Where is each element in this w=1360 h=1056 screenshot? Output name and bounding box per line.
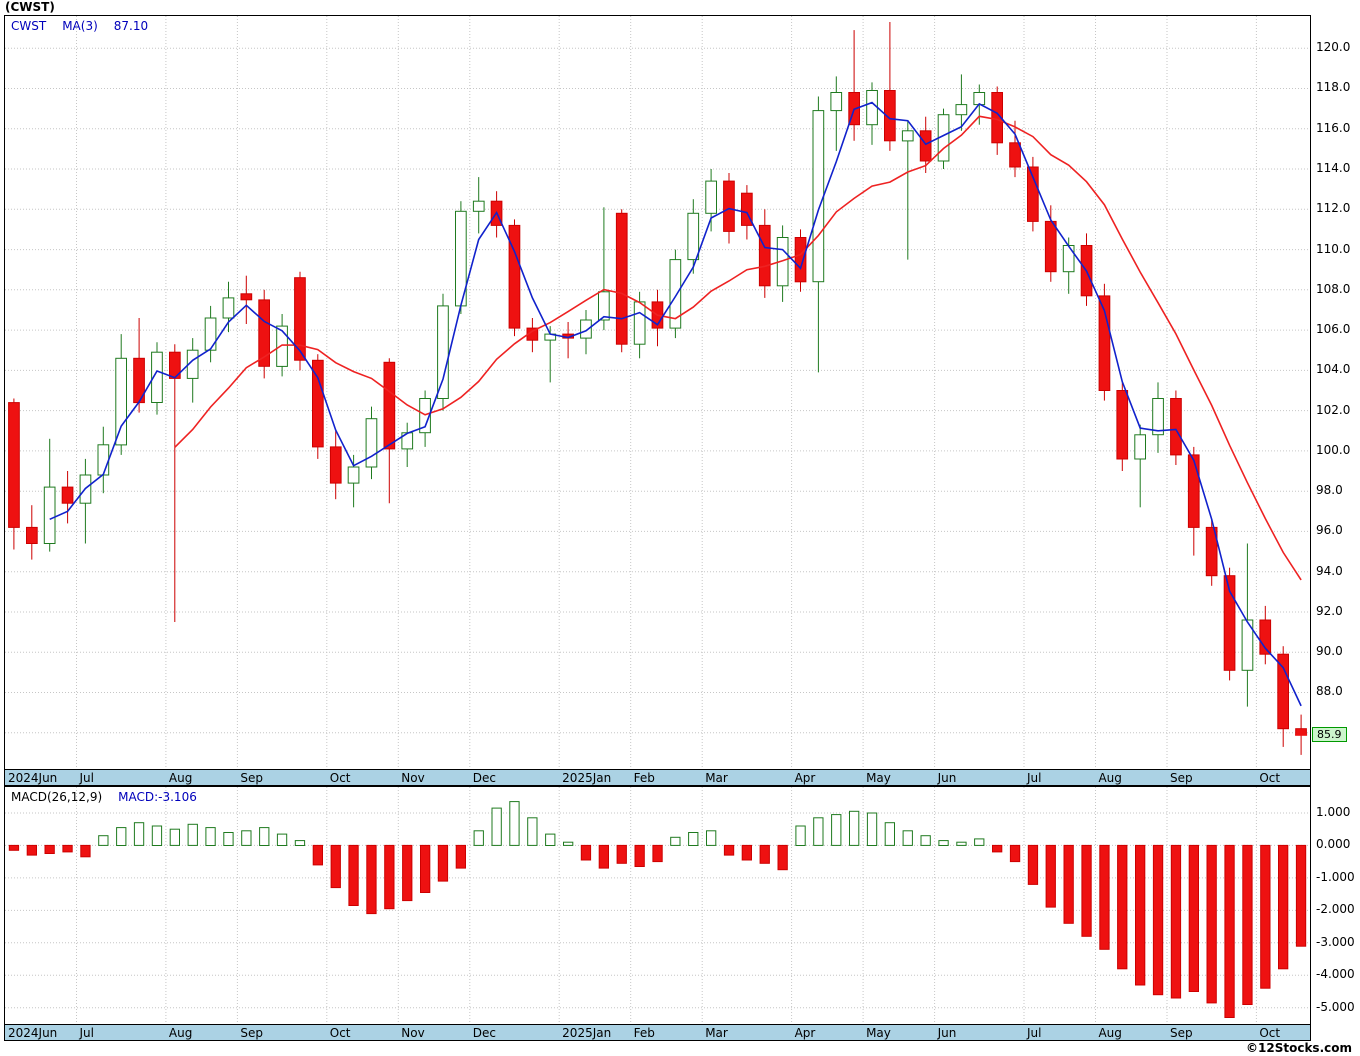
- month-label: Mar: [705, 1026, 728, 1040]
- page-title: (CWST): [5, 0, 55, 14]
- price-tick-label: 112.0: [1316, 201, 1351, 216]
- month-label: Aug: [1098, 771, 1122, 785]
- month-label: Sep: [1169, 771, 1193, 785]
- macd-tick-label: -3.000: [1316, 934, 1355, 949]
- price-panel: CWST MA(3) 87.10: [4, 15, 1311, 770]
- price-tick-label: 106.0: [1316, 322, 1351, 337]
- price-tick-label: 94.0: [1316, 563, 1343, 578]
- price-tick-label: 104.0: [1316, 362, 1351, 377]
- month-label: May: [866, 771, 891, 785]
- month-label: Jul: [79, 771, 94, 785]
- price-tick-label: 118.0: [1316, 80, 1351, 95]
- macd-tick-label: 0.000: [1316, 837, 1351, 852]
- legend-ma-value: 87.10: [113, 19, 149, 33]
- month-label: Nov: [401, 1026, 425, 1040]
- month-label: Mar: [705, 771, 728, 785]
- macd-chart-row: MACD(26,12,9) MACD:-3.106 1.000 0.000 -1.00…: [4, 786, 1360, 1025]
- candlestick-chart: [5, 16, 1310, 769]
- price-tick-label: 110.0: [1316, 241, 1351, 256]
- price-tick-label: 88.0: [1316, 684, 1343, 699]
- month-label: Sep: [240, 771, 264, 785]
- price-tick-label: 98.0: [1316, 483, 1343, 498]
- price-legend: CWST MA(3) 87.10: [11, 19, 164, 33]
- price-tick-label: 102.0: [1316, 402, 1351, 417]
- month-label: Apr: [794, 1026, 816, 1040]
- macd-legend: MACD(26,12,9) MACD:-3.106: [11, 790, 213, 804]
- macd-label: MACD(26,12,9): [11, 790, 103, 804]
- price-tick-label: 90.0: [1316, 644, 1343, 659]
- last-price-marker: 85.9: [1312, 726, 1347, 742]
- month-label: Jul: [1026, 1026, 1042, 1040]
- price-tick-label: 92.0: [1316, 603, 1343, 618]
- month-label: Jun: [937, 1026, 957, 1040]
- month-label: Apr: [794, 771, 816, 785]
- price-tick-label: 100.0: [1316, 442, 1351, 457]
- month-label: Dec: [472, 1026, 497, 1040]
- macd-tick-label: -1.000: [1316, 869, 1355, 884]
- price-tick-label: 116.0: [1316, 120, 1351, 135]
- month-label: Aug: [168, 771, 193, 785]
- macd-tick-label: -2.000: [1316, 902, 1355, 917]
- date-axis-bottom: 2024Jun Jul Aug Sep Oct Nov Dec 2025Jan Feb Mar Ap…: [4, 1025, 1311, 1041]
- month-label: 2024Jun: [8, 1026, 58, 1040]
- month-label: Jul: [79, 1026, 94, 1040]
- month-label: 2025Jan: [562, 771, 612, 785]
- copyright: ©12Stocks.com: [1246, 1041, 1352, 1055]
- month-label: Oct: [329, 771, 351, 785]
- macd-tick-label: -4.000: [1316, 967, 1355, 982]
- month-label: Sep: [240, 1026, 264, 1040]
- title-row: (CWST): [0, 0, 1360, 15]
- legend-ma-label: MA(3): [62, 19, 98, 33]
- month-label: Oct: [1259, 771, 1281, 785]
- macd-tick-label: 1.000: [1316, 804, 1351, 819]
- month-label: 2024Jun: [8, 771, 58, 785]
- macd-value: MACD:-3.106: [118, 790, 197, 804]
- month-label: Sep: [1169, 1026, 1193, 1040]
- month-label: 2025Jan: [562, 1026, 612, 1040]
- price-tick-label: 120.0: [1316, 40, 1351, 55]
- month-label: Aug: [168, 1026, 193, 1040]
- date-axis-top: 2024Jun Jul Aug Sep Oct Nov Dec 2025Jan Feb Mar Ap…: [4, 770, 1311, 786]
- month-label: Aug: [1098, 1026, 1122, 1040]
- price-tick-label: 96.0: [1316, 523, 1343, 538]
- price-chart-row: CWST MA(3) 87.10 85.9 120.0 118.0 116.0 114.0…: [4, 15, 1360, 770]
- footer: ©12Stocks.com: [0, 1041, 1360, 1056]
- month-label: May: [866, 1026, 891, 1040]
- price-tick-label: 114.0: [1316, 161, 1351, 176]
- legend-symbol: CWST: [11, 19, 47, 33]
- macd-histogram: [5, 787, 1310, 1024]
- month-label: Dec: [472, 771, 497, 785]
- macd-panel: MACD(26,12,9) MACD:-3.106: [4, 786, 1311, 1025]
- month-label: Feb: [633, 771, 655, 785]
- month-label: Feb: [633, 1026, 655, 1040]
- price-tick-label: 108.0: [1316, 281, 1351, 296]
- macd-tick-label: -5.000: [1316, 999, 1355, 1014]
- month-label: Jul: [1026, 771, 1042, 785]
- month-label: Oct: [1259, 1026, 1281, 1040]
- macd-axis-labels: 1.000 0.000 -1.000 -2.000 -3.000 -4.000 -5.000: [1311, 786, 1360, 1025]
- month-label: Oct: [329, 1026, 351, 1040]
- month-label: Nov: [401, 771, 425, 785]
- month-label: Jun: [937, 771, 957, 785]
- price-axis-labels: 85.9 120.0 118.0 116.0 114.0 112.0 110.0 108.0…: [1311, 15, 1360, 770]
